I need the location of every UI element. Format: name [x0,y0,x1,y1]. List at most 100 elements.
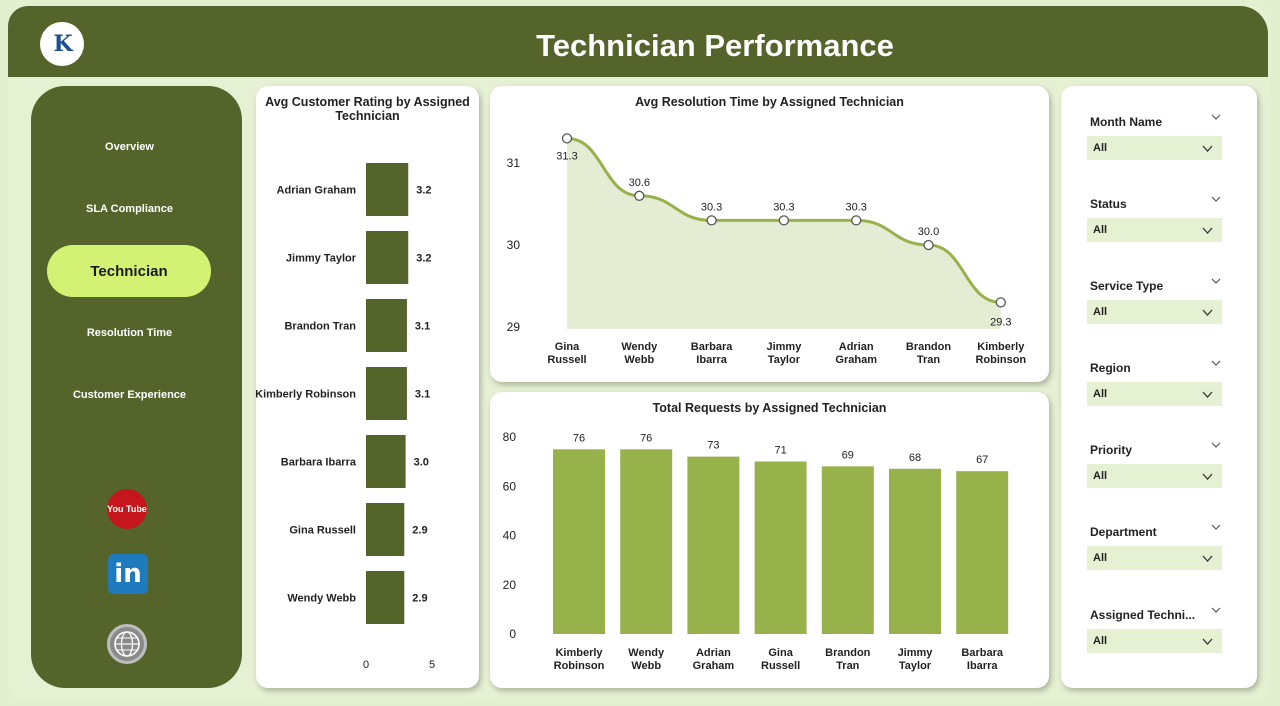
filter-value: All [1093,635,1108,647]
chevron-down-icon[interactable] [1211,112,1221,122]
linkedin-icon[interactable]: in [108,554,148,594]
bar-category-label: Barbara Ibarra [281,457,357,469]
data-point [706,215,717,226]
globe-icon [114,631,140,657]
bar-data-label: 3.2 [416,253,431,265]
filter-select-region[interactable]: All [1087,382,1222,406]
chevron-down-icon [1202,638,1213,645]
filter-label: Department [1090,525,1157,539]
filter-select-assigned-technician[interactable]: All [1087,629,1222,653]
bar-category-label: Adrian Graham [277,185,357,197]
bar [956,471,1009,634]
filter-label: Status [1090,197,1127,211]
x-tick-label: Brandon Tran [906,341,952,366]
filter-value: All [1093,306,1108,318]
filter-select-department[interactable]: All [1087,546,1222,570]
x-tick-label: Barbara Ibarra [961,647,1003,672]
bar-data-label: 3.0 [414,457,429,469]
bar-category-label: Jimmy Taylor [286,253,357,265]
bar-data-label: 2.9 [412,593,427,605]
linkedin-icon-text: in [114,559,142,589]
x-tick-label: Adrian Graham [835,341,877,366]
data-label: 30.3 [773,201,794,213]
x-tick-label: Kimberly Robinson [554,647,605,672]
youtube-icon-text: You Tube [107,504,147,514]
x-tick-label: Adrian Graham [693,647,735,672]
bar [754,461,807,634]
nav-sla-compliance[interactable]: SLA Compliance [86,203,173,215]
youtube-icon[interactable]: You Tube [107,489,147,529]
bar-category-label: Brandon Tran [284,321,356,333]
nav-technician[interactable]: Technician [47,245,211,297]
resolution-chart-title: Avg Resolution Time by Assigned Technici… [635,95,904,109]
chevron-down-icon[interactable] [1211,358,1221,368]
nav-overview[interactable]: Overview [105,141,154,153]
chevron-down-icon [1202,145,1213,152]
data-point [634,190,645,201]
y-tick-label: 0 [509,627,516,641]
bar-category-label: Wendy Webb [287,593,356,605]
x-tick-label: Kimberly Robinson [975,341,1026,366]
bar-data-label: 3.1 [415,321,430,333]
bar [821,466,874,634]
bar [687,456,740,634]
bar-data-label: 76 [640,432,652,444]
bar [553,449,605,634]
filter-select-priority[interactable]: All [1087,464,1222,488]
chevron-down-icon[interactable] [1211,440,1221,450]
chevron-down-icon[interactable] [1211,605,1221,615]
chevron-down-icon [1202,555,1213,562]
bar [366,503,405,556]
chevron-down-icon[interactable] [1211,276,1221,286]
filter-label: Priority [1090,443,1133,457]
y-tick-label: 30 [507,238,521,252]
bar [366,231,409,284]
x-tick-label: Gina Russell [547,341,586,366]
nav-customer-experience[interactable]: Customer Experience [72,389,187,401]
logo-mark-icon: K [53,31,72,57]
data-label: 30.3 [845,201,866,213]
page-title: Technician Performance [536,28,894,63]
chevron-down-icon[interactable] [1211,522,1221,532]
nav-resolution-time[interactable]: Resolution Time [86,327,173,339]
y-tick-label: 20 [503,578,517,592]
resolution-chart: 31.3 Gina Russell 30.6 Wendy Webb 30.3 Barbara I… [507,133,1026,366]
x-tick-label: Barbara Ibarra [691,341,733,366]
data-point [561,133,573,144]
filter-select-status[interactable]: All [1087,218,1222,242]
chevron-down-icon [1202,227,1213,234]
x-tick-label: Gina Russell [761,647,800,672]
x-tick-label: Jimmy Taylor [766,341,802,366]
filter-select-service-type[interactable]: All [1087,300,1222,324]
chevron-down-icon [1202,473,1213,480]
data-point [778,215,790,226]
x-tick-label: Wendy Webb [628,647,665,672]
requests-chart: 76 Kimberly Robinson 76 Wendy Webb 73 Adrian Gra… [503,430,1009,672]
bar-category-label: Kimberly Robinson [256,389,356,401]
y-tick-label: 60 [503,479,517,493]
x-tick-label: Wendy Webb [621,341,658,366]
data-point [851,215,862,226]
sidebar: Overview SLA Compliance Technician Resol… [31,86,242,688]
filter-label: Service Type [1090,279,1164,293]
filter-label: Region [1090,361,1131,375]
bar-data-label: 76 [573,432,585,444]
website-globe-icon[interactable] [107,624,147,664]
bar [366,367,407,420]
chevron-down-icon[interactable] [1211,194,1221,204]
line-area [567,138,1001,329]
bar [620,449,673,634]
filter-value: All [1093,224,1108,236]
filter-select-month[interactable]: All [1087,136,1222,160]
x-tick-label: 5 [429,659,435,671]
requests-chart-title: Total Requests by Assigned Technician [652,401,887,415]
x-tick-label: Brandon Tran [825,647,871,672]
y-tick-label: 40 [503,529,517,543]
bar-data-label: 3.2 [416,185,431,197]
bar [366,299,407,352]
y-tick-label: 80 [503,430,517,444]
filter-label: Assigned Techni... [1090,608,1196,622]
filter-value: All [1093,470,1108,482]
data-label: 31.3 [556,150,577,162]
bar [366,435,406,488]
